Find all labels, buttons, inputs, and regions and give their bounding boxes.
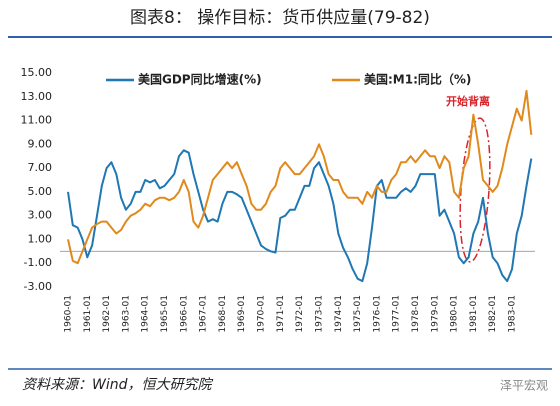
series-line — [67, 89, 533, 265]
x-tick-label: 1969-01 — [237, 295, 247, 333]
y-tick-label: -3.00 — [24, 280, 52, 293]
y-tick-label: 11.00 — [21, 114, 53, 127]
x-tick-label: 1976-01 — [372, 295, 382, 333]
y-tick-label: 15.00 — [21, 66, 53, 79]
y-tick-label: 13.00 — [21, 90, 53, 103]
legend-label: 美国GDP同比增速(%) — [138, 72, 262, 87]
y-tick-label: 1.00 — [28, 232, 53, 245]
x-tick-label: 1972-01 — [295, 295, 305, 333]
y-tick-label: 7.00 — [28, 161, 53, 174]
x-tick-label: 1977-01 — [392, 295, 402, 333]
x-tick-label: 1968-01 — [218, 295, 228, 333]
x-tick-label: 1967-01 — [199, 295, 209, 333]
x-tick-label: 1978-01 — [411, 295, 421, 333]
x-tick-label: 1975-01 — [353, 295, 363, 333]
x-tick-label: 1965-01 — [160, 295, 170, 333]
chart-title: 图表8： 操作目标：货币供应量(79-82) — [130, 8, 430, 28]
x-tick-label: 1974-01 — [334, 295, 344, 333]
x-tick-label: 1966-01 — [179, 295, 189, 333]
annotation: 开始背离 — [446, 94, 490, 108]
x-tick-label: 1981-01 — [469, 295, 479, 333]
x-tick-label: 1973-01 — [314, 295, 324, 333]
y-tick-label: 5.00 — [28, 185, 53, 198]
x-tick-label: 1964-01 — [141, 295, 151, 333]
x-tick-label: 1971-01 — [276, 295, 286, 333]
x-tick-label: 1963-01 — [121, 295, 131, 333]
x-tick-label: 1979-01 — [430, 295, 440, 333]
y-tick-label: 3.00 — [28, 209, 53, 222]
legend-label: 美国:M1:同比（%) — [364, 72, 471, 87]
x-tick-label: 1983-01 — [508, 295, 518, 333]
source: 资料来源：Wind，恒大研究院 — [22, 377, 213, 393]
x-tick-label: 1980-01 — [450, 295, 460, 333]
y-tick-label: 9.00 — [28, 137, 53, 150]
x-tick-label: 1960-01 — [64, 295, 74, 333]
y-tick-label: -1.00 — [24, 256, 52, 269]
highlight-ellipse — [459, 117, 491, 263]
x-tick-label: 1970-01 — [257, 295, 267, 333]
x-tick-label: 1962-01 — [102, 295, 112, 333]
series-line — [67, 149, 533, 283]
x-tick-label: 1961-01 — [83, 295, 93, 333]
x-tick-label: 1982-01 — [488, 295, 498, 333]
watermark: 泽平宏观 — [500, 378, 548, 393]
